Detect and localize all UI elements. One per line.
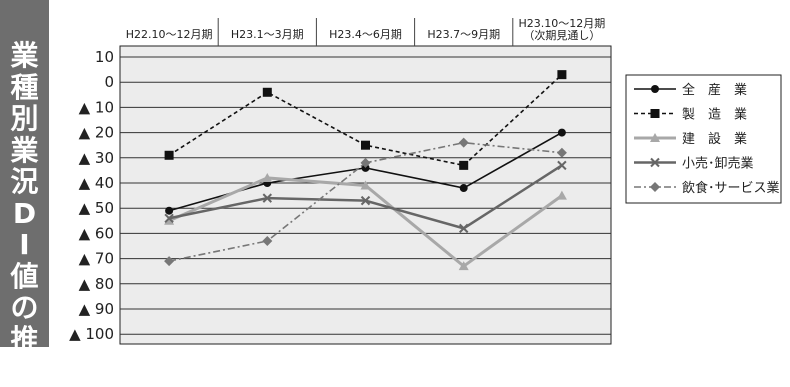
y-tick-label: ▲ 20 — [79, 124, 114, 142]
side-title-char: 況 — [10, 165, 39, 198]
plot-area — [119, 45, 612, 345]
y-tick-label: ▲ 50 — [79, 199, 114, 217]
x-category-label: H22.10～12月期 — [126, 28, 213, 41]
side-title-char: 移 — [10, 354, 39, 387]
legend-marker — [650, 109, 660, 118]
data-point — [164, 256, 175, 267]
side-title-char: の — [10, 291, 39, 324]
data-point — [165, 206, 174, 215]
x-category-label: H23.1～3月期 — [231, 28, 304, 41]
legend-label: 建 設 業 — [682, 131, 747, 147]
side-title-char: D — [12, 196, 37, 230]
y-tick-label: ▲ 10 — [79, 98, 114, 116]
y-tick-label: ▲ 70 — [79, 250, 114, 268]
x-category-label: H23.4～6月期 — [329, 28, 402, 41]
x-category-label: H23.7～9月期 — [427, 28, 500, 41]
x-category-label: （次期見通し） — [523, 28, 600, 42]
data-point — [458, 223, 469, 234]
data-point — [262, 87, 272, 97]
data-point — [458, 137, 469, 148]
data-point — [361, 163, 370, 172]
data-point — [459, 160, 469, 170]
y-tick-label: ▲ 30 — [79, 149, 114, 167]
legend-marker — [650, 157, 660, 168]
legend-marker — [651, 85, 659, 93]
y-tick-label: ▲ 60 — [79, 224, 114, 242]
data-point — [360, 195, 371, 206]
legend-marker — [650, 182, 660, 192]
data-point — [557, 160, 567, 171]
side-title-char: 業 — [10, 39, 39, 72]
data-point — [556, 190, 567, 200]
data-point — [164, 150, 174, 160]
y-tick-label: ▲ 80 — [79, 275, 114, 293]
data-point — [164, 213, 174, 223]
side-title-banner — [0, 0, 49, 347]
line-chart: 10 0 ▲ 10 ▲ 20 ▲ 30 ▲ 40 ▲ 50 ▲ 60 ▲ 70 ▲ 80 ▲ 90 ▲… — [69, 17, 782, 345]
data-point — [360, 157, 371, 168]
side-title-char: 別 — [10, 102, 39, 135]
side-title-char: 値 — [10, 259, 39, 293]
data-point — [262, 172, 273, 182]
y-tick-label: ▲ 100 — [69, 325, 114, 343]
side-title-char: 業 — [10, 133, 39, 167]
legend-marker — [650, 133, 660, 142]
y-tick-label: ▲ 90 — [79, 300, 114, 318]
legend-label: 小売･卸売業 — [682, 156, 754, 172]
side-title-char: 種 — [10, 70, 39, 104]
y-tick-label: 0 — [104, 73, 114, 91]
data-point — [556, 147, 567, 158]
series-line-1 — [168, 74, 563, 167]
data-point — [459, 184, 468, 193]
x-category-label: H23.10～12月期 — [519, 17, 606, 30]
data-point — [458, 261, 469, 271]
legend-label: 製 造 業 — [682, 107, 747, 123]
data-point — [361, 140, 370, 150]
data-point — [360, 180, 371, 190]
data-point — [557, 70, 567, 80]
y-tick-label: ▲ 40 — [79, 174, 114, 192]
data-point — [262, 193, 273, 203]
side-title-char: I — [19, 228, 30, 261]
y-tick-label: 10 — [95, 48, 114, 66]
legend-label: 飲食･サービス業 — [682, 180, 780, 196]
data-point — [557, 128, 566, 137]
data-point — [164, 215, 175, 225]
data-point — [262, 235, 273, 246]
legend-label: 全 産 業 — [682, 82, 747, 98]
